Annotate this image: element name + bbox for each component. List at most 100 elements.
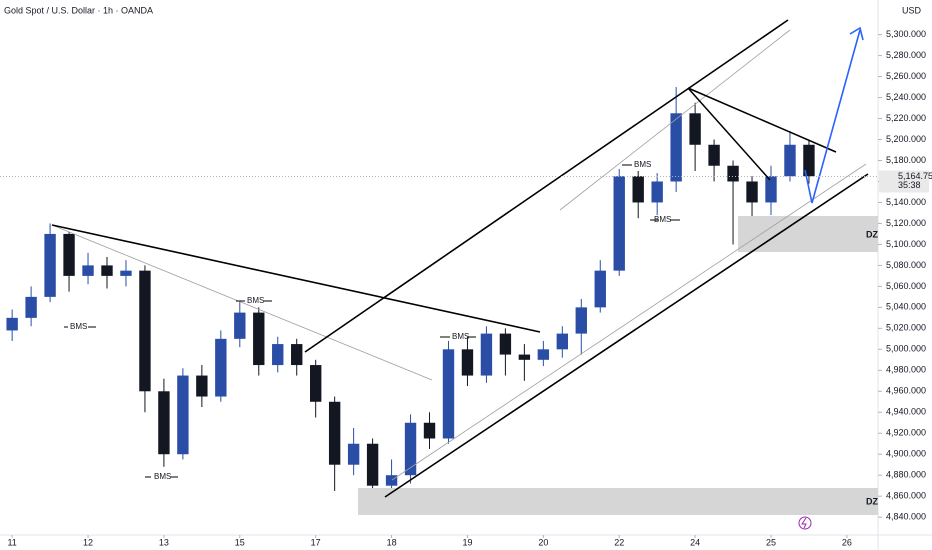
bms-label: BMS (70, 322, 87, 331)
y-tick-label: 5,280.000 (886, 50, 926, 60)
candle-body (196, 375, 208, 397)
x-tick-label: 13 (159, 537, 169, 547)
x-tick-label: 26 (842, 537, 852, 547)
candle-body (158, 391, 170, 455)
y-tick-label: 5,080.000 (886, 260, 926, 270)
candle-body (291, 344, 303, 366)
x-tick-label: 12 (83, 537, 93, 547)
arrow-head (849, 26, 864, 41)
candle-body (613, 176, 625, 271)
y-tick-label: 5,100.000 (886, 239, 926, 249)
candle-body (366, 443, 379, 486)
candle-body (423, 422, 436, 439)
bms-label: BMS (634, 160, 651, 169)
x-tick-label: 24 (690, 537, 700, 547)
chart-title: Gold Spot / U.S. Dollar · 1h · OANDA (4, 5, 153, 15)
y-tick-label: 5,020.000 (886, 323, 926, 333)
bms-label: BMS (452, 332, 469, 341)
candle-body (272, 344, 284, 366)
grid (6, 87, 815, 507)
channel-line (384, 173, 869, 498)
candle-body (575, 307, 587, 334)
x-tick-label: 15 (235, 537, 245, 547)
y-tick-label: 5,260.000 (886, 71, 926, 81)
x-tick-label: 17 (311, 537, 321, 547)
y-tick-label: 4,860.000 (886, 491, 926, 501)
y-tick-label: 5,120.000 (886, 218, 926, 228)
demand-zone (358, 488, 878, 515)
drawings: BMS BMS BMS BMS BMS BMS DZ DZ (51, 19, 878, 530)
candle-body (6, 317, 18, 331)
trend-line (687, 87, 771, 181)
candle-body (594, 270, 606, 308)
candle-body (253, 312, 265, 366)
bms-label: BMS (247, 296, 264, 305)
y-tick-label: 4,840.000 (886, 512, 926, 522)
x-tick-label: 22 (614, 537, 624, 547)
candle-body (461, 349, 474, 376)
y-tick-label: 4,880.000 (886, 470, 926, 480)
x-tick-label: 18 (387, 537, 397, 547)
x-tick-label: 19 (462, 537, 472, 547)
candle-body (139, 270, 151, 392)
candle-body (101, 265, 113, 276)
candle-body (177, 375, 189, 455)
candle-body (499, 333, 512, 355)
y-tick-label: 5,000.000 (886, 344, 926, 354)
candle-body (765, 176, 777, 203)
y-tick-label: 4,940.000 (886, 407, 926, 417)
candle-body (518, 354, 531, 360)
y-tick-label: 4,920.000 (886, 428, 926, 438)
trend-line (687, 87, 837, 153)
candle-body (404, 422, 417, 476)
candle-body (651, 181, 663, 203)
trend-line (51, 224, 433, 381)
candle-body (556, 333, 569, 350)
channel-line (559, 29, 791, 211)
y-tick-label: 5,240.000 (886, 92, 926, 102)
x-tick-label: 11 (7, 537, 16, 547)
candle-body (63, 233, 75, 276)
candle-body (784, 144, 796, 177)
event-icon-bolt (801, 517, 807, 529)
y-tick-label: 4,960.000 (886, 386, 926, 396)
event-icon[interactable] (798, 516, 812, 530)
projection-arrow (804, 29, 861, 204)
zone-label: DZ (866, 229, 878, 239)
y-tick-label: 5,140.000 (886, 197, 926, 207)
last-price-box (879, 170, 929, 193)
candle-body (442, 349, 455, 439)
candle-body (215, 338, 227, 397)
y-tick-label: 5,200.000 (886, 134, 926, 144)
channel-line (304, 19, 789, 353)
y-tick-label: 5,180.000 (886, 155, 926, 165)
y-tick-label: 5,300.000 (886, 29, 926, 39)
candle-body (44, 233, 56, 297)
candle-body (670, 113, 682, 182)
y-tick-label: 4,900.000 (886, 449, 926, 459)
candle-body (328, 401, 341, 465)
currency-label: USD (902, 5, 922, 15)
candle-body (234, 312, 246, 339)
candle-body (120, 270, 132, 276)
candle-body (385, 475, 398, 486)
y-tick-label: 4,980.000 (886, 365, 926, 375)
candle-body (803, 144, 815, 177)
y-tick-label: 5,220.000 (886, 113, 926, 123)
candle-body (632, 176, 644, 203)
trend-line (51, 224, 541, 333)
candle-body (309, 365, 322, 402)
candle-body (82, 265, 94, 276)
candle-body (689, 113, 701, 145)
x-tick-label: 25 (766, 537, 776, 547)
zone-label: DZ (866, 496, 878, 506)
candle-body (347, 443, 360, 465)
candle-body (727, 165, 739, 182)
channel-line (391, 163, 867, 481)
bms-label: BMS (154, 472, 171, 481)
candle-body (537, 349, 550, 360)
x-tick-label: 20 (538, 537, 548, 547)
